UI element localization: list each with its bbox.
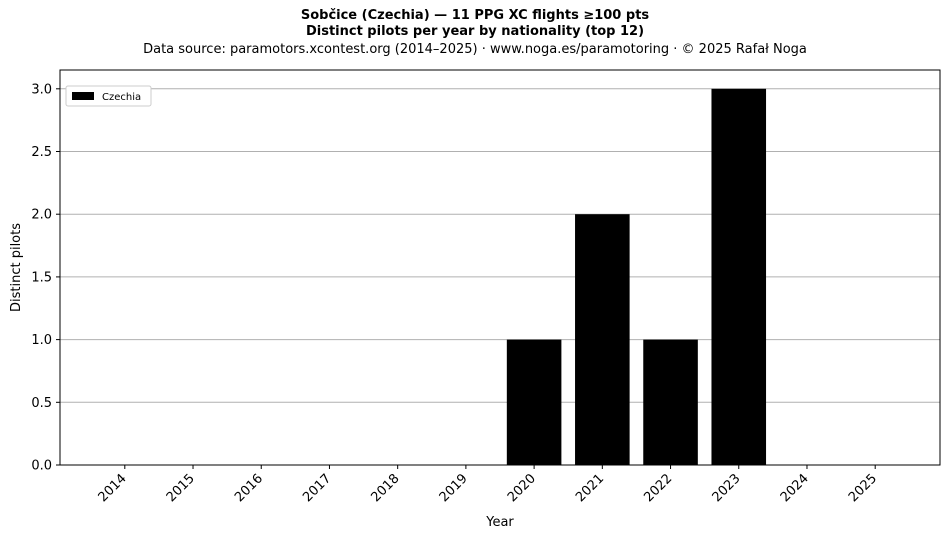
y-tick-label: 2.0: [31, 208, 52, 223]
bar-2020: [506, 339, 562, 465]
x-tick-label: 2025: [846, 471, 880, 505]
legend-label-czechia: Czechia: [102, 92, 141, 103]
x-tick-label: 2021: [573, 471, 607, 505]
gridlines: [60, 88, 940, 466]
chart-subtitle: Distinct pilots per year by nationality …: [305, 24, 645, 39]
plot-frame: [59, 69, 941, 466]
legend: Czechia: [65, 85, 152, 107]
chart-title-block: Sobčice (Czechia) — 11 PPG XC flights ≥1…: [0, 0, 950, 60]
x-tick-label: 2016: [232, 471, 266, 505]
y-axis: 0.0 0.5 1.0 1.5 2.0 2.5 3.0: [31, 82, 60, 474]
y-tick-label: 0.0: [31, 459, 52, 474]
x-tick-label: 2023: [710, 471, 744, 505]
x-tick-label: 2019: [437, 471, 471, 505]
legend-box: [65, 85, 152, 107]
bar-2021: [575, 214, 630, 465]
x-tick-label: 2015: [164, 471, 198, 505]
bar-2022: [643, 339, 698, 465]
y-tick-label: 0.5: [31, 396, 52, 411]
x-axis-label: Year: [485, 515, 514, 530]
x-tick-label: 2020: [505, 471, 539, 505]
chart-title: Sobčice (Czechia) — 11 PPG XC flights ≥1…: [300, 8, 650, 23]
x-axis: 2014 2015 2016 2017 2018 2019 2020 2021 2022 2023…: [96, 465, 880, 505]
y-tick-label: 1.5: [31, 270, 52, 285]
y-tick-label: 2.5: [31, 145, 52, 160]
y-tick-label: 1.0: [31, 333, 52, 348]
x-tick-label: 2024: [778, 471, 812, 505]
x-tick-label: 2018: [368, 471, 402, 505]
x-tick-label: 2014: [96, 471, 130, 505]
bar-2023: [711, 88, 767, 466]
y-axis-label: Distinct pilots: [9, 223, 24, 312]
x-tick-label: 2022: [641, 471, 675, 505]
chart-source: Data source: paramotors.xcontest.org (20…: [143, 42, 807, 57]
bars: [506, 88, 767, 466]
legend-swatch-czechia: [72, 92, 94, 100]
y-tick-label: 3.0: [31, 82, 52, 97]
x-tick-label: 2017: [300, 471, 334, 505]
